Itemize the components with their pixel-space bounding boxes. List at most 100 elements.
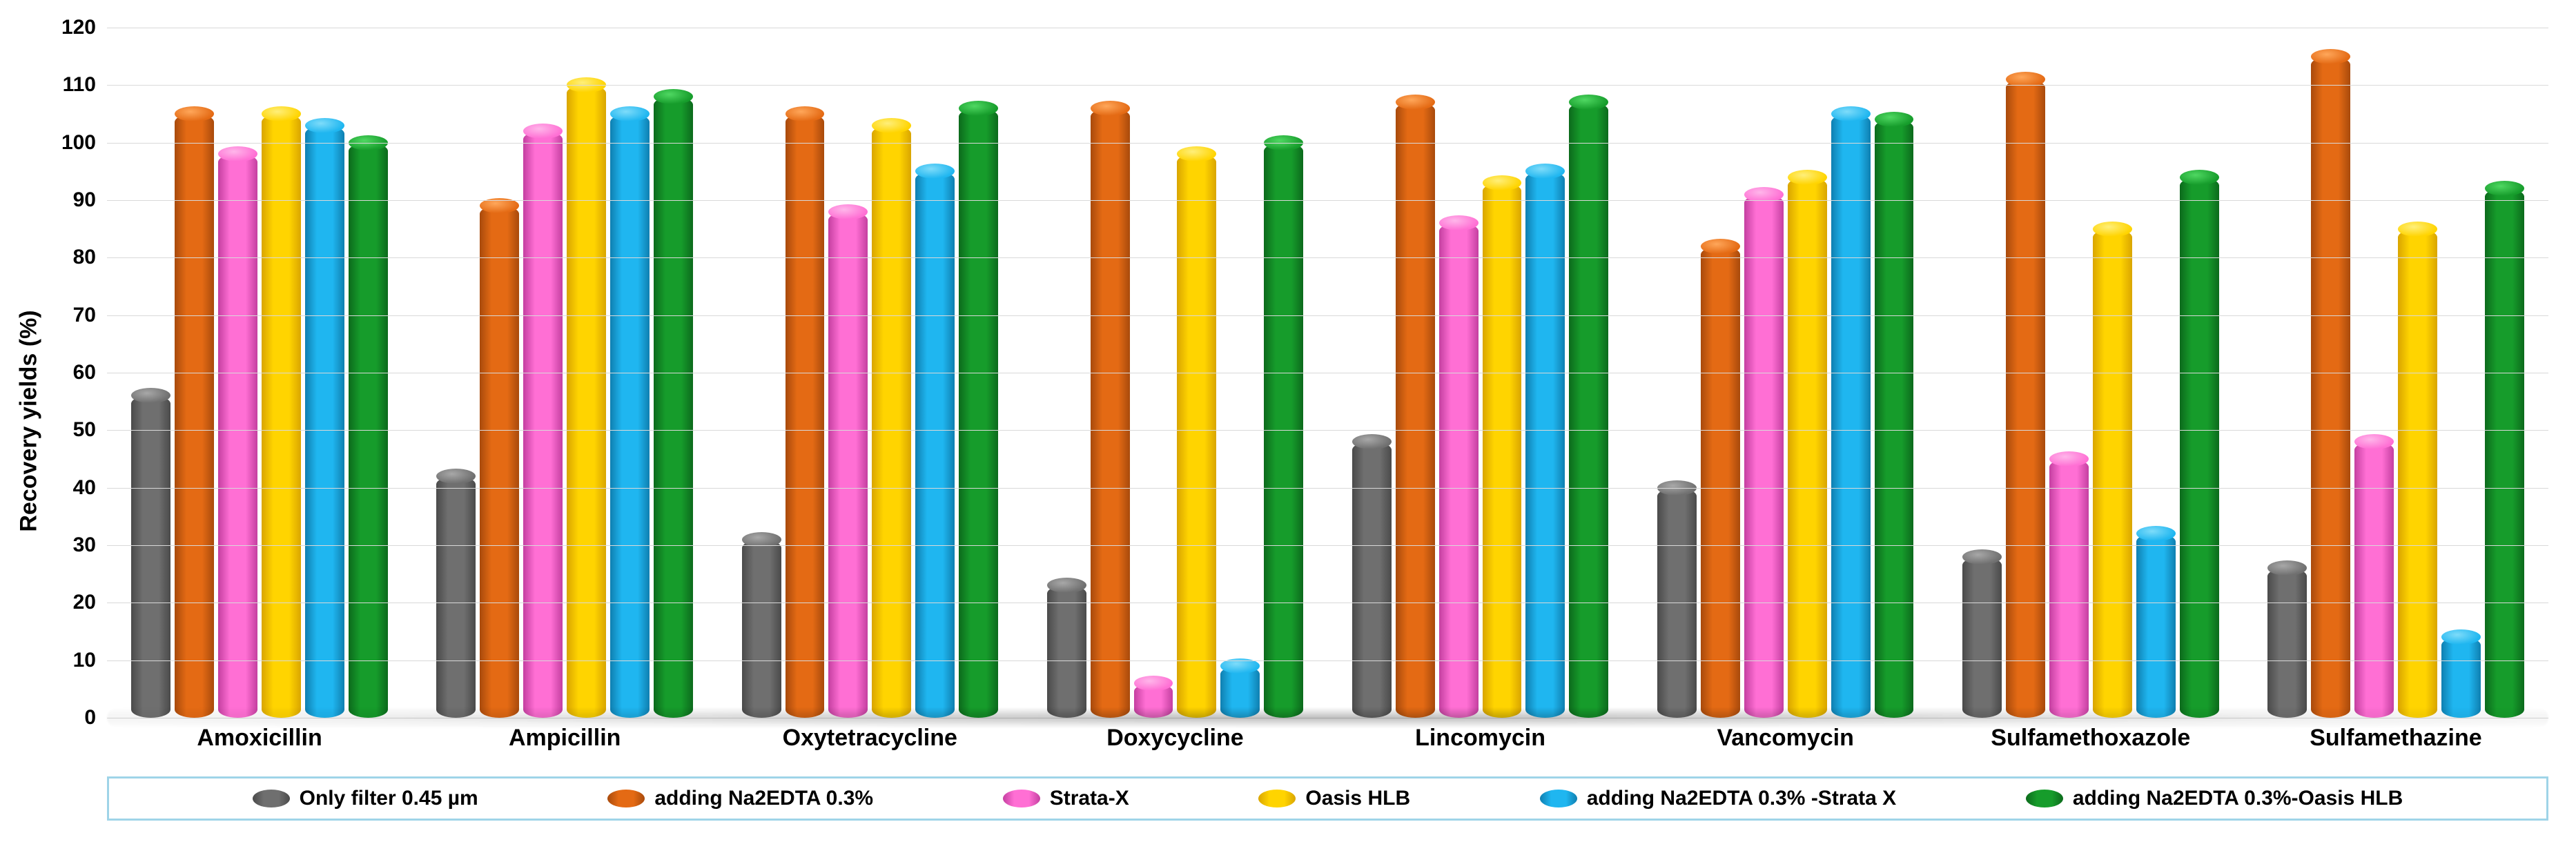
bar-body	[523, 131, 563, 718]
legend-swatch	[1258, 790, 1296, 807]
bar-body	[742, 540, 781, 718]
gridline	[107, 257, 2548, 258]
legend-label: adding Na2EDTA 0.3%	[654, 787, 873, 810]
x-tick-label: Oxytetracycline	[717, 725, 1022, 752]
y-tick-label: 120	[61, 16, 107, 39]
x-tick-label: Sulfamethazine	[2243, 725, 2548, 752]
gridline	[107, 430, 2548, 431]
bar-cap	[2398, 222, 2437, 237]
bar-body	[1177, 154, 1216, 718]
bar-body	[1701, 246, 1740, 718]
legend-label: Oasis HLB	[1305, 787, 1410, 810]
bar-body	[1875, 119, 1914, 718]
x-tick-label: Doxycycline	[1022, 725, 1327, 752]
bar-body	[1352, 442, 1392, 718]
bar-body	[2049, 459, 2089, 718]
bar-cap	[1788, 170, 1827, 185]
y-tick-label: 110	[63, 73, 107, 97]
bar-cap	[2311, 49, 2350, 64]
bar-body	[305, 126, 344, 718]
bar-body	[2267, 568, 2307, 718]
x-axis-labels: AmoxicillinAmpicillinOxytetracyclineDoxy…	[107, 725, 2548, 752]
bar-body	[872, 126, 911, 718]
bar-cap	[786, 106, 825, 121]
bar-body	[2485, 188, 2524, 718]
bar-body	[1483, 183, 1522, 718]
bar-cap	[828, 204, 868, 219]
recovery-yields-chart: Recovery yields (%) 01020304050607080901…	[0, 0, 2576, 842]
bar-body	[1569, 102, 1608, 718]
bar-cap	[2354, 434, 2394, 449]
bar-cap	[610, 106, 650, 121]
bar-body	[1047, 585, 1086, 718]
y-tick-label: 100	[61, 131, 107, 155]
bar-body	[2311, 57, 2350, 718]
y-tick-label: 80	[73, 246, 107, 269]
bar-cap	[523, 124, 563, 139]
y-tick-label: 30	[73, 533, 107, 557]
bar-cap	[175, 106, 214, 121]
bar-cap	[2093, 222, 2132, 237]
bar-cap	[654, 89, 693, 104]
bar-cap	[1962, 549, 2002, 565]
bar-body	[1439, 223, 1479, 718]
bar-body	[1525, 171, 1565, 718]
bar-body	[1744, 195, 1784, 718]
x-tick-label: Sulfamethoxazole	[1938, 725, 2243, 752]
bar-body	[1831, 114, 1871, 718]
bar-body	[2398, 229, 2437, 718]
bar-cap	[959, 101, 998, 116]
bar-body	[567, 85, 606, 718]
bar-cap	[2180, 170, 2219, 185]
bar-body	[828, 212, 868, 718]
legend-swatch	[607, 790, 645, 807]
bar-body	[480, 206, 519, 718]
legend-swatch	[1540, 790, 1577, 807]
legend-label: Strata-X	[1050, 787, 1129, 810]
legend-label: adding Na2EDTA 0.3%-Oasis HLB	[2073, 787, 2403, 810]
legend-item: Oasis HLB	[1258, 787, 1410, 810]
legend-item: adding Na2EDTA 0.3%	[607, 787, 873, 810]
bar-body	[175, 114, 214, 718]
legend-item: Only filter 0.45 µm	[253, 787, 478, 810]
bar-cap	[1352, 434, 1392, 449]
y-axis-label: Recovery yields (%)	[16, 310, 43, 531]
gridline	[107, 315, 2548, 316]
bar-cap	[2049, 451, 2089, 467]
x-tick-label: Lincomycin	[1328, 725, 1633, 752]
bar-body	[1396, 102, 1435, 718]
legend-swatch	[253, 790, 290, 807]
bar-cap	[436, 469, 476, 484]
legend-swatch	[1003, 790, 1040, 807]
bar-body	[786, 114, 825, 718]
gridline	[107, 143, 2548, 144]
bar-body	[436, 476, 476, 718]
legend-label: adding Na2EDTA 0.3% -Strata X	[1587, 787, 1896, 810]
gridline	[107, 545, 2548, 546]
bar-body	[2093, 229, 2132, 718]
gridline	[107, 488, 2548, 489]
x-tick-label: Vancomycin	[1633, 725, 1938, 752]
x-tick-label: Amoxicillin	[107, 725, 412, 752]
bar-body	[262, 114, 301, 718]
bar-body	[131, 395, 170, 718]
gridline	[107, 200, 2548, 201]
gridline	[107, 660, 2548, 661]
bar-body	[2006, 79, 2045, 718]
legend-item: adding Na2EDTA 0.3%-Oasis HLB	[2026, 787, 2403, 810]
x-tick-label: Ampicillin	[412, 725, 717, 752]
bar-body	[2441, 637, 2481, 718]
legend-label: Only filter 0.45 µm	[300, 787, 478, 810]
y-tick-label: 0	[84, 706, 107, 730]
bar-cap	[1701, 239, 1740, 254]
y-tick-label: 40	[73, 476, 107, 500]
bar-body	[1962, 557, 2002, 718]
bar-body	[2136, 533, 2176, 718]
legend-item: Strata-X	[1003, 787, 1129, 810]
legend: Only filter 0.45 µm adding Na2EDTA 0.3% St…	[107, 776, 2548, 821]
y-tick-label: 70	[73, 304, 107, 327]
plot-area: 0102030405060708090100110120	[107, 28, 2548, 718]
legend-item: adding Na2EDTA 0.3% -Strata X	[1540, 787, 1896, 810]
bar-cap	[262, 106, 301, 121]
y-tick-label: 10	[73, 649, 107, 672]
